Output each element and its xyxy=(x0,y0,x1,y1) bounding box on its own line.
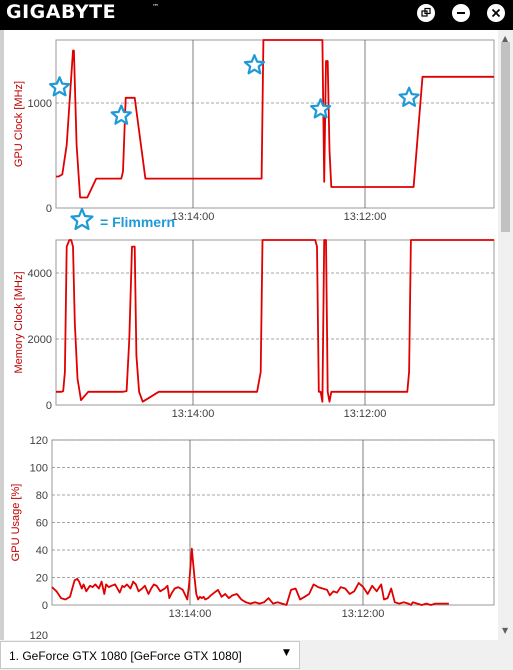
x-tick-label: 13:14:00 xyxy=(172,408,215,420)
y-tick-label: 0 xyxy=(42,600,48,612)
monitoring-charts[interactable]: 13:14:00 13:12:00 0 1000 GPU Clock [MHz] 13:1… xyxy=(4,30,498,642)
y-tick-label: 1000 xyxy=(28,98,52,110)
window-border xyxy=(0,30,4,640)
y-axis-label: GPU Clock [MHz] xyxy=(13,81,25,167)
star-outline-icon xyxy=(243,54,266,75)
y-tick-label: 0 xyxy=(46,203,52,215)
y-axis-label: Memory Clock [MHz] xyxy=(13,271,25,373)
series-line xyxy=(51,547,449,606)
y-tick-label: 120 xyxy=(30,435,48,447)
y-axis-label: GPU Usage [%] xyxy=(10,484,22,562)
plot-frame xyxy=(55,39,495,209)
x-tick-label: 13:14:00 xyxy=(172,211,215,223)
star-outline-icon xyxy=(398,86,420,107)
plot-frame xyxy=(55,239,495,406)
restore-icon xyxy=(418,5,434,21)
star-outline-icon xyxy=(49,76,71,97)
title-bar: GIGABYTE ™ xyxy=(0,0,513,30)
y-tick-label: 40 xyxy=(36,545,48,557)
x-tick-label: 13:12:00 xyxy=(344,408,387,420)
gpu-select-value: 1. GeForce GTX 1080 [GeForce GTX 1080] xyxy=(9,649,242,663)
series-line xyxy=(56,239,494,403)
restore-button[interactable] xyxy=(417,4,435,22)
series-line xyxy=(56,39,494,199)
scroll-down-icon[interactable]: ▼ xyxy=(502,626,509,635)
y-tick-label: 120 xyxy=(30,630,48,640)
star-outline-icon xyxy=(310,98,332,119)
close-button[interactable] xyxy=(487,4,505,22)
chart-3: 13:14:00 13:12:00 0 20 40 60 80 100 120 GPU Usage… xyxy=(10,435,495,620)
scroll-up-icon[interactable]: ▲ xyxy=(502,34,509,43)
x-tick-label: 13:14:00 xyxy=(169,608,212,620)
x-tick-label: 13:12:00 xyxy=(344,211,387,223)
star-outline-icon xyxy=(110,104,132,125)
y-tick-label: 60 xyxy=(36,518,48,530)
close-icon xyxy=(488,5,504,21)
scroll-thumb[interactable] xyxy=(501,42,510,232)
y-tick-label: 80 xyxy=(36,490,48,502)
minimize-button[interactable] xyxy=(452,4,470,22)
trademark-mark: ™ xyxy=(152,3,159,11)
legend-text: = Flimmern xyxy=(100,214,175,230)
y-tick-label: 2000 xyxy=(28,334,52,346)
star-outline-icon xyxy=(70,207,94,230)
y-tick-label: 4000 xyxy=(28,268,52,280)
y-tick-label: 0 xyxy=(46,400,52,412)
gpu-select[interactable]: 1. GeForce GTX 1080 [GeForce GTX 1080] ▼ xyxy=(0,641,300,669)
x-tick-label: 13:12:00 xyxy=(342,608,385,620)
flimmern-legend: = Flimmern xyxy=(70,207,175,230)
app-logo: GIGABYTE xyxy=(6,1,117,23)
y-tick-label: 100 xyxy=(30,463,48,475)
y-tick-label: 20 xyxy=(36,573,48,585)
minimize-icon xyxy=(453,5,469,21)
chevron-down-icon: ▼ xyxy=(283,648,290,658)
